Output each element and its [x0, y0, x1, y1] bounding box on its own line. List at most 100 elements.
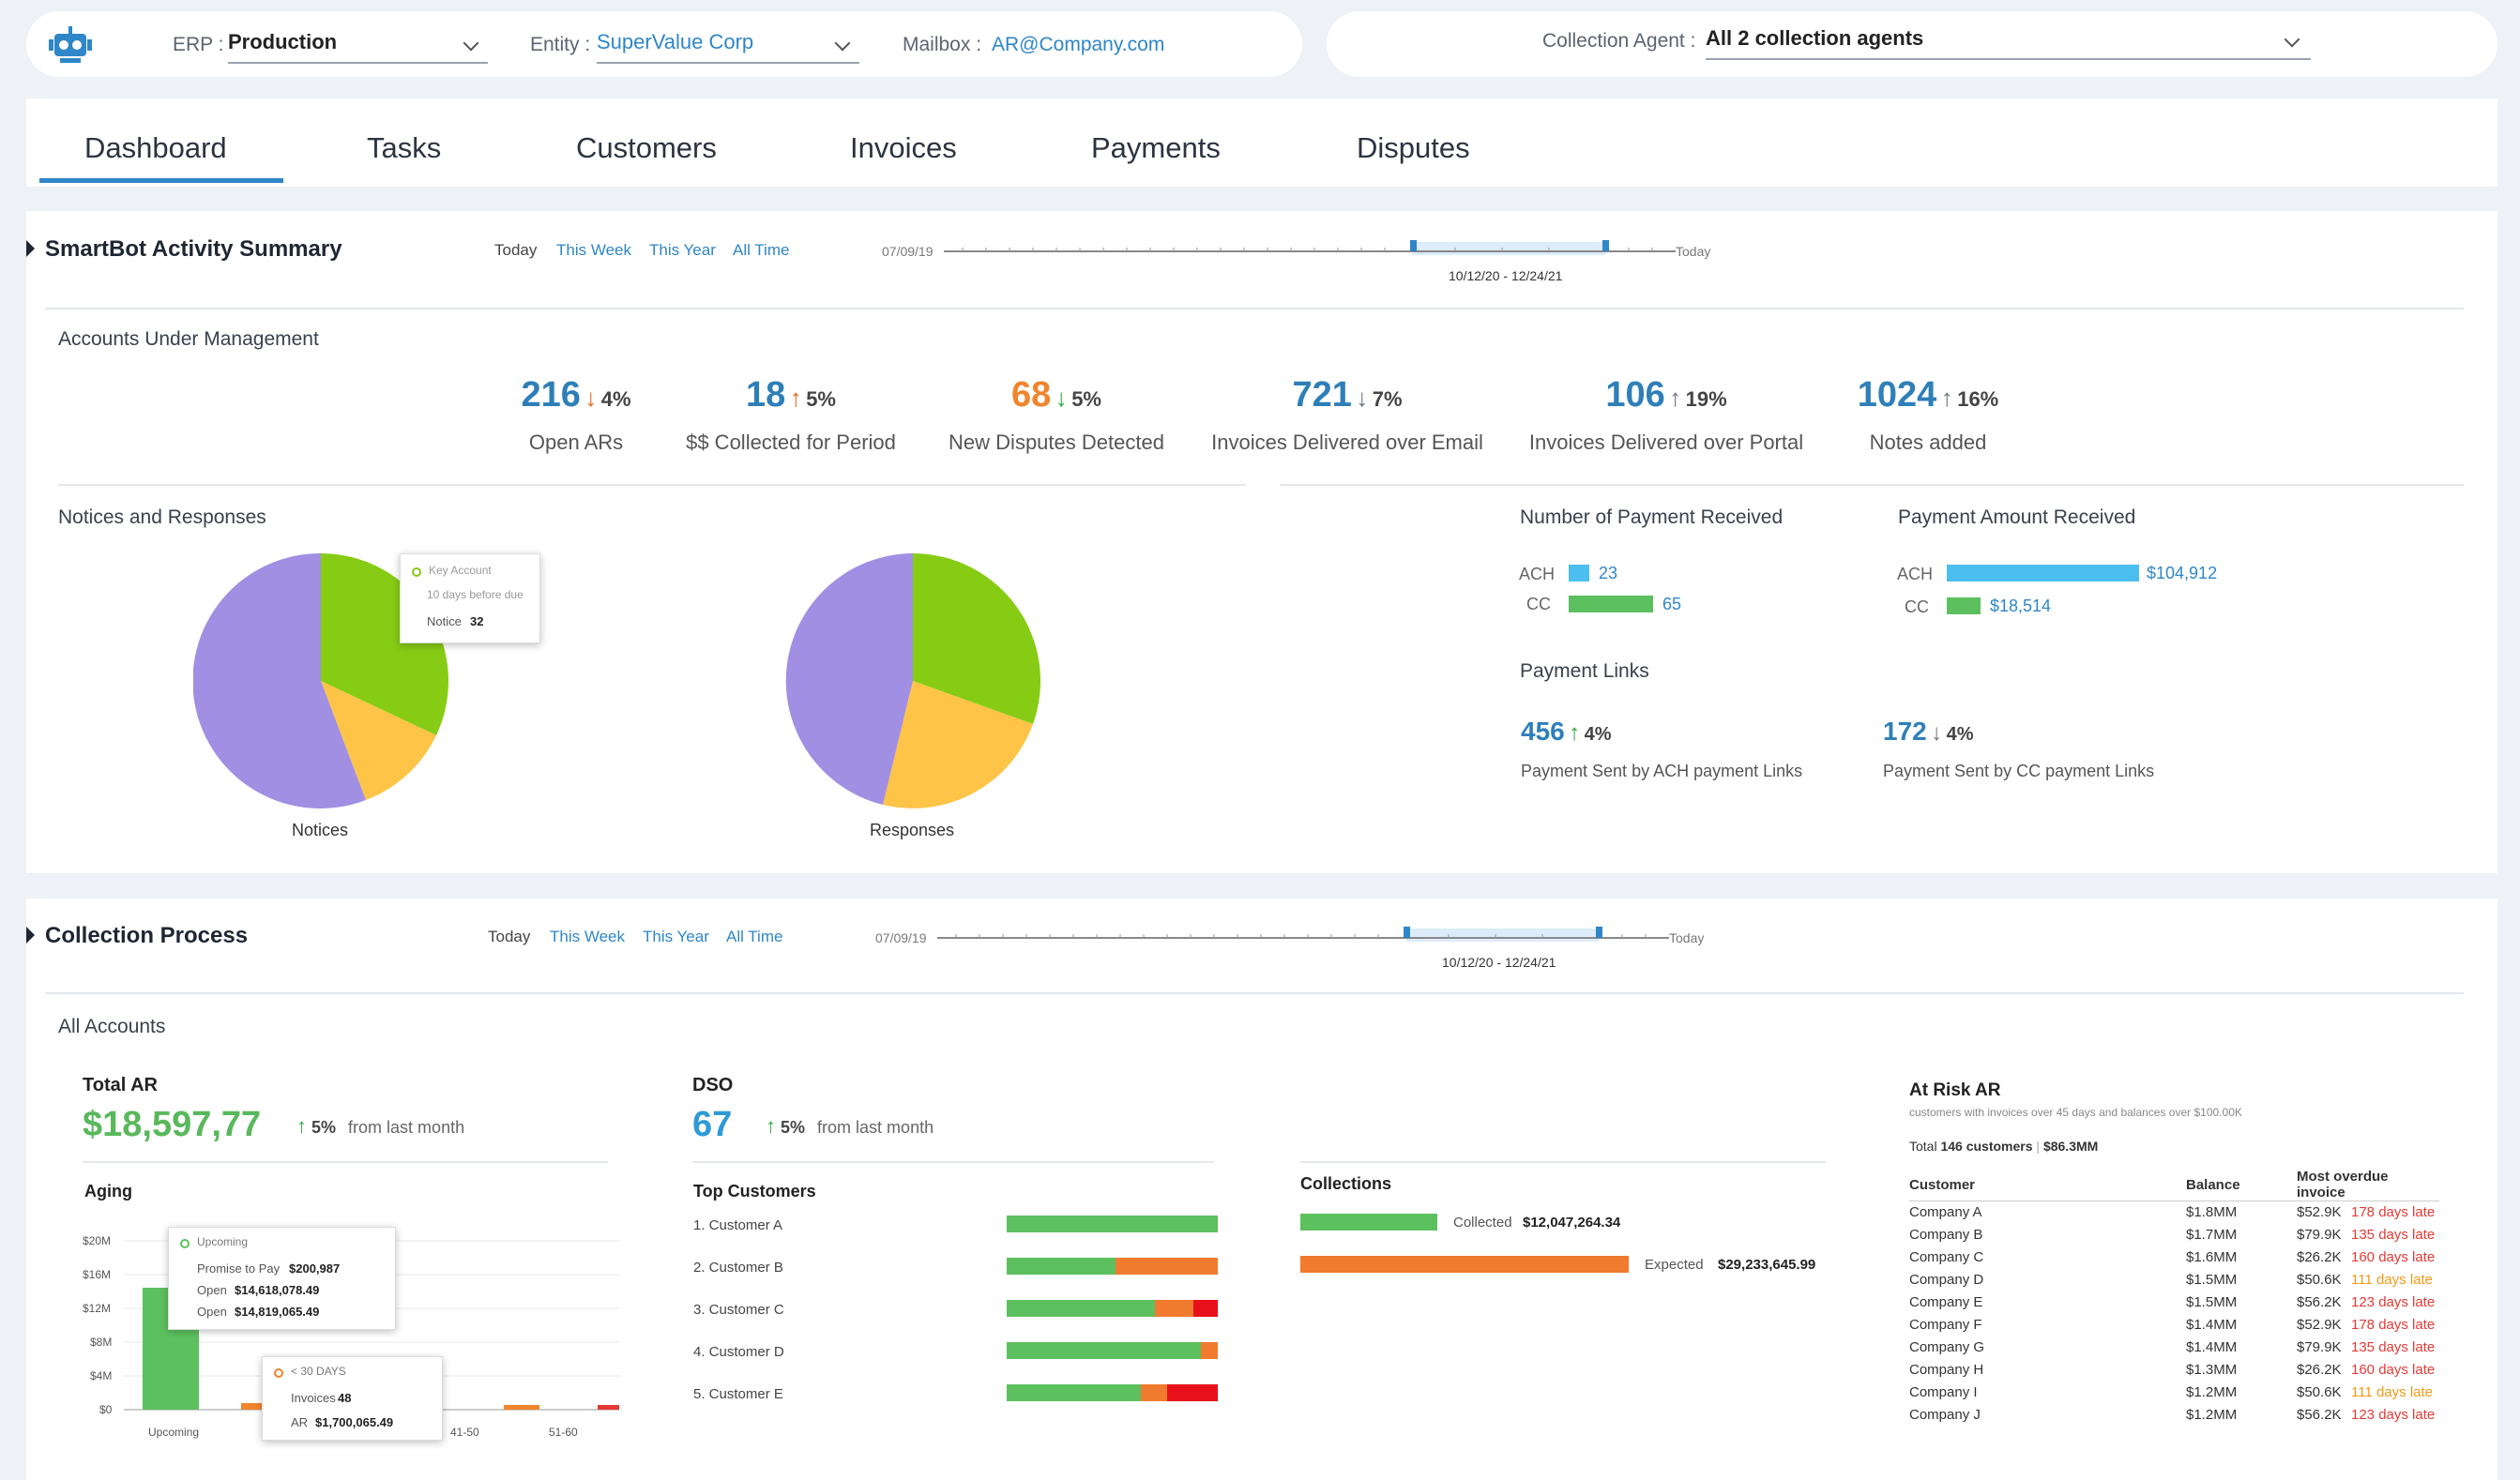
mailbox-label: Mailbox : [903, 34, 982, 55]
kpi-value: 216 [521, 375, 581, 415]
at-risk-total-count: 146 customers [1940, 1139, 2033, 1154]
balance-cell: $1.4MM [2186, 1339, 2238, 1355]
timeline-slider[interactable]: 07/09/19 Today 10/12/20 - 12/24/21 [873, 923, 1718, 970]
tab-customers[interactable]: Customers [576, 131, 717, 164]
late-cell: 135 days late [2351, 1227, 2436, 1243]
balance-cell: $1.5MM [2186, 1294, 2238, 1310]
tooltip-title: Upcoming [197, 1235, 249, 1248]
tooltip-value: 32 [470, 614, 484, 628]
kpi-pct: 7% [1372, 387, 1403, 411]
tab-payments[interactable]: Payments [1091, 131, 1221, 164]
arrow-down-icon: ↓ [1931, 720, 1943, 746]
top-customer-label: 3. Customer C [693, 1302, 784, 1318]
x-tick-label: Upcoming [148, 1426, 200, 1439]
table-row[interactable]: Company E $1.5MM $56.2K 123 days late [1909, 1291, 2439, 1314]
top-customer-label: 1. Customer A [693, 1217, 783, 1233]
range-all-time[interactable]: All Time [733, 241, 790, 259]
range-this-year[interactable]: This Year [643, 928, 709, 945]
range-this-week[interactable]: This Week [550, 928, 625, 945]
agent-select-value: All 2 collection agents [1706, 26, 1924, 50]
ach-amount-bar [1947, 565, 2139, 581]
customer-cell: Company D [1909, 1272, 1984, 1288]
responses-pie-label: Responses [870, 821, 955, 839]
tab-disputes[interactable]: Disputes [1357, 131, 1470, 164]
late-cell: 123 days late [2351, 1407, 2436, 1423]
late-cell: 160 days late [2351, 1362, 2436, 1378]
at-risk-total-prefix: Total [1909, 1139, 1937, 1154]
tab-dashboard[interactable]: Dashboard [84, 131, 227, 164]
x-tick-label: 51-60 [549, 1426, 578, 1439]
top-customer-label: 4. Customer D [693, 1344, 784, 1360]
aging-bar[interactable] [504, 1405, 539, 1410]
column-header: Customer [1909, 1176, 1976, 1193]
pie-slice[interactable] [785, 553, 913, 805]
range-this-week[interactable]: This Week [556, 241, 631, 259]
balance-cell: $1.2MM [2186, 1384, 2238, 1400]
top-customer-bar[interactable] [1007, 1216, 1218, 1232]
table-row[interactable]: Company J $1.2MM $56.2K 123 days late [1909, 1404, 2439, 1427]
amount-cell: $79.9K [2297, 1339, 2342, 1355]
cc-count-label: CC [1526, 595, 1551, 613]
expected-bar[interactable] [1300, 1256, 1629, 1273]
top-customer-bar[interactable] [1007, 1258, 1218, 1275]
divider [83, 1161, 608, 1163]
table-row[interactable]: Company A $1.8MM $52.9K 178 days late [1909, 1201, 2439, 1224]
ach-link-stat: 456 ↑ 4% [1521, 717, 1612, 747]
balance-cell: $1.6MM [2186, 1249, 2238, 1265]
table-row[interactable]: Company G $1.4MM $79.9K 135 days late [1909, 1337, 2439, 1359]
table-row[interactable]: Company H $1.3MM $26.2K 160 days late [1909, 1359, 2439, 1382]
ach-count-label: ACH [1519, 565, 1556, 583]
table-row[interactable]: Company C $1.6MM $26.2K 160 days late [1909, 1246, 2439, 1269]
aging-bar[interactable] [598, 1405, 619, 1410]
link-value: 456 [1521, 717, 1565, 746]
collapse-caret-icon[interactable] [26, 927, 35, 944]
agent-select[interactable]: All 2 collection agents [1706, 26, 2311, 60]
aging-bar[interactable] [241, 1403, 279, 1410]
agent-filter-bar [1327, 11, 2497, 77]
dso-note: from last month [817, 1118, 934, 1137]
table-header-row: Customer Balance Most overdue invoice [1909, 1169, 2439, 1201]
tab-invoices[interactable]: Invoices [850, 131, 957, 164]
bar-segment [1141, 1384, 1167, 1401]
entity-select[interactable]: SuperValue Corp [597, 30, 859, 64]
tooltip-title: < 30 DAYS [291, 1365, 346, 1378]
bar-segment [1155, 1300, 1193, 1317]
tooltip-row-value: $200,987 [289, 1261, 341, 1276]
pie-slice[interactable] [321, 681, 436, 800]
payment-links-title: Payment Links [1520, 660, 1649, 682]
collected-bar[interactable] [1300, 1214, 1437, 1231]
table-row[interactable]: Company F $1.4MM $52.9K 178 days late [1909, 1314, 2439, 1337]
mailbox-value[interactable]: AR@Company.com [992, 34, 1165, 55]
pie-slice[interactable] [913, 553, 1041, 724]
at-risk-total-amount: $86.3MM [2042, 1139, 2099, 1154]
ach-count-bar [1569, 565, 1589, 581]
arrow-up-icon: ↑ [789, 384, 802, 412]
table-row[interactable]: Company D $1.5MM $50.6K 111 days late [1909, 1269, 2439, 1291]
timeline-slider[interactable]: 07/09/19 Today 10/12/20 - 12/24/21 [880, 236, 1724, 283]
table-row[interactable]: Company B $1.7MM $79.9K 135 days late [1909, 1224, 2439, 1246]
responses-pie-chart[interactable] [785, 553, 1041, 808]
top-customer-bar[interactable] [1007, 1300, 1218, 1317]
range-today[interactable]: Today [494, 241, 538, 259]
range-this-year[interactable]: This Year [649, 241, 716, 259]
top-customer-bar[interactable] [1007, 1342, 1218, 1359]
range-all-time[interactable]: All Time [726, 928, 783, 945]
kpi-pct: 5% [1071, 387, 1101, 411]
total-ar-value: $18,597,77 [83, 1105, 262, 1144]
collections-title: Collections [1300, 1174, 1392, 1193]
erp-select-value: Production [228, 30, 338, 53]
kpi-portal: 106 ↑ 19% Invoices Delivered over Portal [1526, 375, 1807, 455]
tab-tasks[interactable]: Tasks [367, 131, 442, 164]
customer-cell: Company E [1909, 1294, 1983, 1310]
kpi-notes: 1024 ↑ 16% Notes added [1811, 375, 2045, 455]
entity-select-value: SuperValue Corp [597, 30, 754, 53]
erp-select[interactable]: Production [228, 30, 488, 64]
chevron-down-icon [834, 35, 851, 52]
collapse-caret-icon[interactable] [26, 240, 35, 257]
top-customer-bar[interactable] [1007, 1384, 1218, 1401]
tooltip-row-label: Invoices [291, 1391, 336, 1405]
pie-slice[interactable] [883, 681, 1033, 808]
pie-slice[interactable] [192, 552, 366, 808]
range-today[interactable]: Today [488, 928, 531, 945]
table-row[interactable]: Company I $1.2MM $50.6K 111 days late [1909, 1382, 2439, 1404]
